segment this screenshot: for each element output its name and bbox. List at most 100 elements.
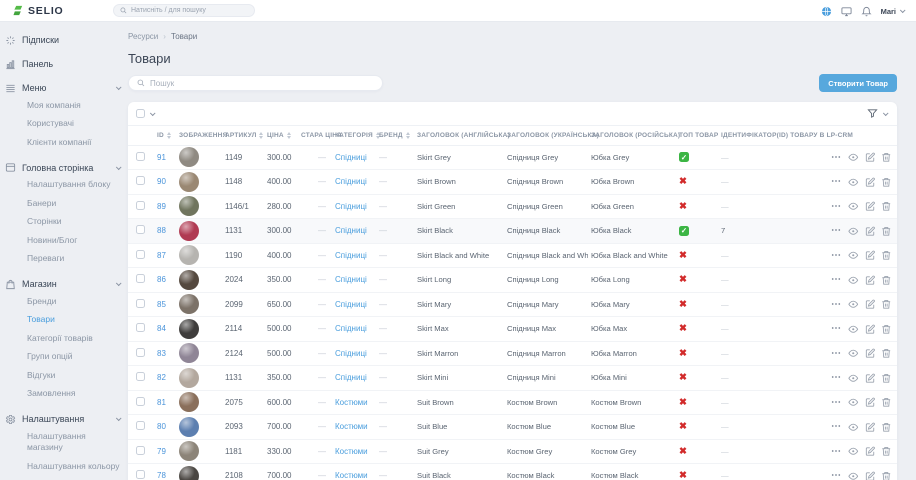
- sidebar-section-4[interactable]: Магазин: [0, 276, 126, 292]
- sidebar-section-2[interactable]: Меню: [0, 80, 126, 96]
- row-checkbox[interactable]: [136, 347, 145, 357]
- row-checkbox[interactable]: [136, 151, 145, 161]
- view-icon[interactable]: [848, 226, 859, 237]
- category-link[interactable]: Костюми: [335, 446, 368, 456]
- sidebar-item[interactable]: Налаштування блоку: [27, 179, 111, 189]
- more-icon[interactable]: ⋯: [831, 225, 842, 237]
- sidebar-section-0[interactable]: Підписки: [0, 32, 126, 48]
- edit-icon[interactable]: [865, 324, 876, 335]
- view-icon[interactable]: [848, 250, 859, 261]
- filter-icon[interactable]: [867, 108, 878, 119]
- more-icon[interactable]: ⋯: [831, 396, 842, 408]
- sidebar-item[interactable]: Користувачі: [27, 118, 74, 128]
- view-icon[interactable]: [848, 471, 859, 480]
- product-id-link[interactable]: 83: [157, 348, 166, 358]
- sidebar-section-5[interactable]: Налаштування: [0, 411, 126, 427]
- sidebar-item[interactable]: Налаштування магазину: [27, 430, 86, 453]
- category-link[interactable]: Спідниці: [335, 373, 367, 383]
- product-id-link[interactable]: 81: [157, 397, 166, 407]
- product-id-link[interactable]: 91: [157, 152, 166, 162]
- more-icon[interactable]: ⋯: [831, 323, 842, 335]
- row-checkbox[interactable]: [136, 470, 145, 480]
- category-link[interactable]: Спідниці: [335, 299, 367, 309]
- sidebar-item[interactable]: Групи опцій: [27, 351, 73, 361]
- edit-icon[interactable]: [865, 397, 876, 408]
- header-cell-brand[interactable]: БРЕНД: [376, 126, 414, 146]
- sidebar-item[interactable]: Налаштування кольору: [27, 460, 120, 471]
- more-icon[interactable]: ⋯: [831, 200, 842, 212]
- row-checkbox[interactable]: [136, 421, 145, 431]
- delete-icon[interactable]: [881, 348, 892, 359]
- sidebar-item[interactable]: Клієнти компанії: [27, 136, 92, 147]
- sidebar-item[interactable]: Бренди: [27, 295, 57, 306]
- chevron-down-icon[interactable]: [882, 109, 889, 116]
- row-checkbox[interactable]: [136, 323, 145, 333]
- more-icon[interactable]: ⋯: [831, 347, 842, 359]
- sidebar-section-3[interactable]: Головна сторінка: [0, 160, 126, 176]
- edit-icon[interactable]: [865, 275, 876, 286]
- view-icon[interactable]: [848, 201, 859, 212]
- delete-icon[interactable]: [881, 226, 892, 237]
- edit-icon[interactable]: [865, 201, 876, 212]
- brand-logo[interactable]: SELIO: [0, 5, 113, 17]
- delete-icon[interactable]: [881, 299, 892, 310]
- sidebar-item[interactable]: Банери: [27, 197, 57, 208]
- delete-icon[interactable]: [881, 177, 892, 188]
- product-id-link[interactable]: 87: [157, 250, 166, 260]
- header-cell-artikul[interactable]: АРТИКУЛ: [222, 126, 264, 146]
- sidebar-item[interactable]: Категорії товарів: [27, 332, 93, 343]
- create-product-button[interactable]: Створити Товар: [819, 74, 897, 92]
- row-checkbox[interactable]: [136, 445, 145, 455]
- edit-icon[interactable]: [865, 152, 876, 163]
- delete-icon[interactable]: [881, 152, 892, 163]
- more-icon[interactable]: ⋯: [831, 176, 842, 188]
- category-link[interactable]: Спідниці: [335, 324, 367, 334]
- edit-icon[interactable]: [865, 471, 876, 480]
- view-icon[interactable]: [848, 152, 859, 163]
- delete-icon[interactable]: [881, 250, 892, 261]
- sidebar-item[interactable]: Новини/Блог: [27, 234, 78, 245]
- product-id-link[interactable]: 80: [157, 422, 166, 432]
- more-icon[interactable]: ⋯: [831, 421, 842, 433]
- category-link[interactable]: Спідниці: [335, 275, 367, 285]
- edit-icon[interactable]: [865, 177, 876, 188]
- edit-icon[interactable]: [865, 348, 876, 359]
- row-checkbox[interactable]: [136, 225, 145, 235]
- product-id-link[interactable]: 90: [157, 177, 166, 187]
- view-icon[interactable]: [848, 324, 859, 335]
- product-id-link[interactable]: 88: [157, 226, 166, 236]
- product-id-link[interactable]: 85: [157, 299, 166, 309]
- sidebar-item[interactable]: Переваги: [27, 253, 65, 263]
- sort-icon[interactable]: [166, 131, 171, 139]
- edit-icon[interactable]: [865, 250, 876, 261]
- product-id-link[interactable]: 78: [157, 471, 166, 480]
- view-icon[interactable]: [848, 348, 859, 359]
- delete-icon[interactable]: [881, 373, 892, 384]
- category-link[interactable]: Спідниці: [335, 348, 367, 358]
- sort-icon[interactable]: [286, 131, 291, 139]
- more-icon[interactable]: ⋯: [831, 470, 842, 480]
- edit-icon[interactable]: [865, 226, 876, 237]
- sidebar-item[interactable]: Моя компанія: [27, 99, 81, 110]
- view-icon[interactable]: [848, 397, 859, 408]
- view-icon[interactable]: [848, 422, 859, 433]
- global-search-input[interactable]: Натисніть / для пошуку: [113, 4, 255, 17]
- globe-icon[interactable]: [821, 6, 832, 17]
- sort-icon[interactable]: [259, 131, 264, 139]
- category-link[interactable]: Спідниці: [335, 177, 367, 187]
- product-id-link[interactable]: 89: [157, 201, 166, 211]
- category-link[interactable]: Спідниці: [335, 152, 367, 162]
- row-checkbox[interactable]: [136, 372, 145, 382]
- more-icon[interactable]: ⋯: [831, 151, 842, 163]
- view-icon[interactable]: [848, 446, 859, 457]
- category-link[interactable]: Костюми: [335, 471, 368, 480]
- more-icon[interactable]: ⋯: [831, 249, 842, 261]
- chevron-down-icon[interactable]: [149, 109, 156, 116]
- edit-icon[interactable]: [865, 422, 876, 433]
- sort-icon[interactable]: [375, 131, 380, 139]
- header-cell-price[interactable]: ЦІНА: [264, 126, 298, 146]
- view-icon[interactable]: [848, 275, 859, 286]
- row-checkbox[interactable]: [136, 396, 145, 406]
- row-checkbox[interactable]: [136, 274, 145, 284]
- bell-icon[interactable]: [861, 6, 872, 17]
